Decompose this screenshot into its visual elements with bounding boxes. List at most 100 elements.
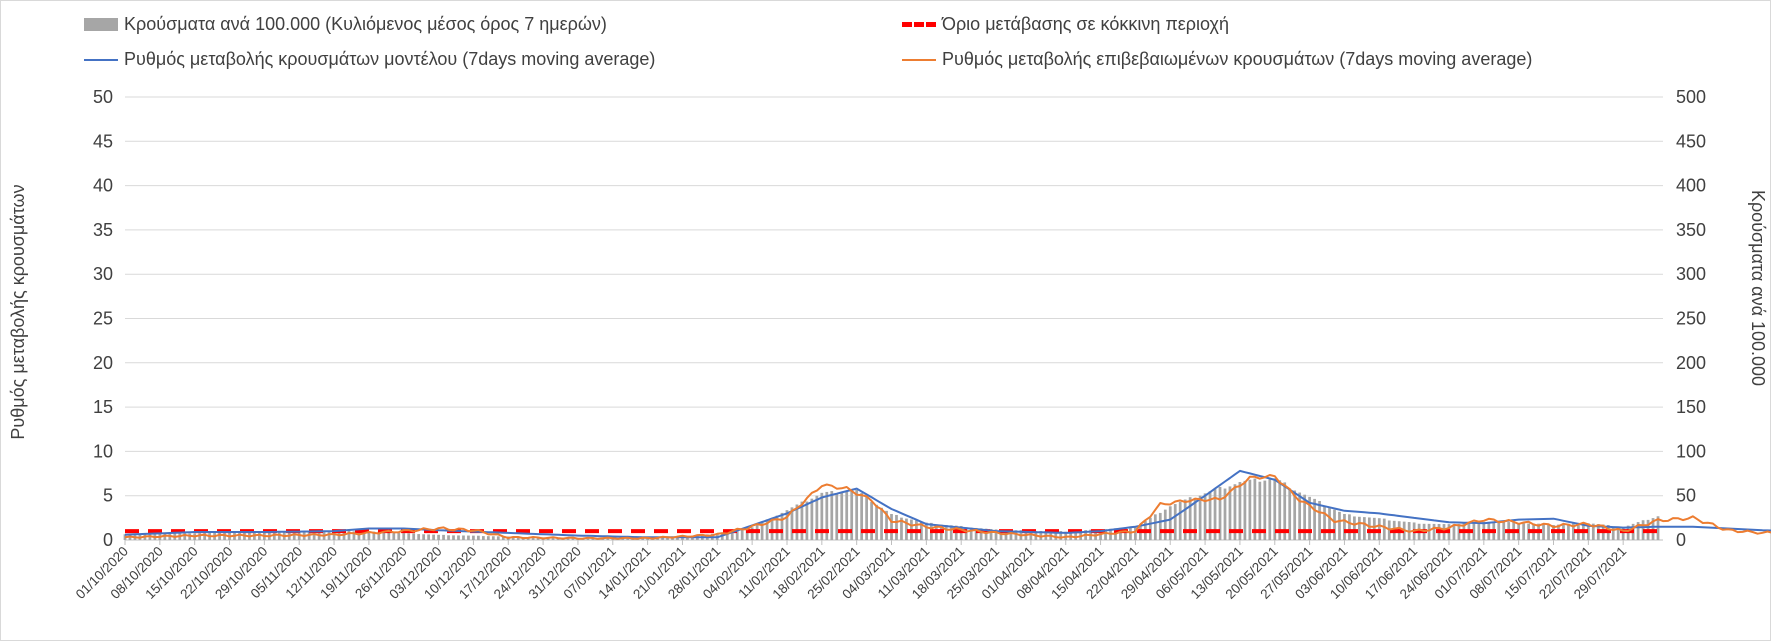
- legend-item-confirmed-rate: Ρυθμός μεταβολής επιβεβαιωμένων κρουσμάτ…: [902, 49, 1532, 70]
- bar: [1616, 526, 1620, 540]
- bar: [223, 533, 226, 540]
- bar: [1298, 492, 1302, 540]
- bar: [885, 510, 888, 540]
- bar: [735, 529, 739, 540]
- bar: [621, 538, 625, 540]
- bar: [332, 530, 336, 540]
- bar: [1382, 518, 1386, 540]
- lines-layer: [124, 469, 1771, 540]
- bar: [1621, 527, 1625, 540]
- bar: [1303, 494, 1306, 540]
- bar: [1213, 489, 1217, 540]
- bar: [1054, 531, 1058, 540]
- bar: [496, 536, 500, 540]
- bar: [347, 530, 351, 540]
- bar: [1124, 527, 1127, 540]
- model-rate-line: [124, 469, 1771, 539]
- bar: [1079, 530, 1083, 540]
- bar: [855, 489, 859, 540]
- bar: [964, 527, 968, 540]
- bar: [810, 498, 814, 540]
- bar: [536, 537, 540, 540]
- y-tick-left-label: 10: [93, 441, 113, 461]
- bar: [382, 532, 386, 540]
- bar: [1591, 523, 1595, 540]
- y-tick-right-label: 250: [1676, 309, 1706, 329]
- bar: [1243, 480, 1247, 540]
- bar: [1636, 522, 1640, 540]
- bar: [1452, 524, 1456, 540]
- bar: [1333, 509, 1336, 540]
- bar: [1547, 524, 1550, 540]
- bar: [825, 491, 829, 540]
- bar: [1477, 521, 1481, 540]
- bar: [606, 538, 610, 540]
- bar: [1193, 497, 1197, 540]
- legend-label: Όριο μετάβασης σε κόκκινη περιοχή: [942, 14, 1230, 34]
- bar: [790, 507, 794, 540]
- bar: [989, 529, 993, 540]
- bar: [452, 535, 455, 540]
- y-tick-right-label: 100: [1676, 441, 1706, 461]
- bar: [531, 537, 535, 540]
- bar: [571, 537, 575, 540]
- bar: [1308, 496, 1311, 540]
- bar: [377, 531, 381, 540]
- bar: [1328, 507, 1331, 540]
- bar: [1218, 486, 1222, 540]
- bar: [666, 536, 669, 540]
- bar: [198, 533, 202, 540]
- bar: [1148, 517, 1152, 540]
- bar: [551, 537, 555, 540]
- bar: [745, 528, 749, 540]
- y-tick-left-label: 20: [93, 353, 113, 373]
- legend-label: Κρούσματα ανά 100.000 (Κυλιόμενος μέσος …: [124, 14, 607, 34]
- bar: [725, 531, 729, 540]
- bar: [417, 534, 421, 540]
- bar: [1188, 497, 1192, 540]
- bar: [238, 532, 241, 540]
- bar: [516, 536, 520, 540]
- bar: [1198, 495, 1202, 540]
- bar: [1611, 526, 1615, 540]
- bar: [999, 530, 1003, 540]
- legend-label: Ρυθμός μεταβολής κρουσμάτων μοντέλου (7d…: [124, 49, 656, 69]
- bar: [626, 537, 630, 540]
- bar: [447, 535, 450, 540]
- bar: [920, 521, 923, 540]
- bar: [979, 528, 983, 540]
- bar: [591, 538, 595, 540]
- bar: [1183, 499, 1187, 540]
- bar: [491, 536, 495, 540]
- bar: [586, 538, 590, 540]
- bar: [840, 492, 844, 540]
- bar: [900, 517, 903, 540]
- bar: [1283, 482, 1287, 540]
- y-tick-left-label: 40: [93, 176, 113, 196]
- bar: [1268, 479, 1272, 540]
- y-tick-left-label: 50: [93, 87, 113, 107]
- bar: [1119, 527, 1122, 540]
- bar: [984, 528, 988, 540]
- bar: [1522, 523, 1526, 540]
- bar: [1497, 521, 1501, 540]
- bar: [1432, 523, 1436, 540]
- bar: [1059, 531, 1063, 540]
- bar: [163, 533, 167, 540]
- bar: [511, 536, 515, 540]
- y-tick-right-label: 200: [1676, 353, 1706, 373]
- bar: [442, 534, 445, 540]
- bar: [765, 519, 769, 540]
- bar: [815, 495, 819, 540]
- bar: [457, 535, 460, 540]
- bar: [277, 531, 281, 540]
- bar: [1208, 491, 1212, 540]
- bar: [272, 531, 276, 540]
- bar: [1203, 493, 1207, 540]
- bar: [566, 537, 570, 540]
- bar: [924, 522, 928, 540]
- bar: [1238, 482, 1242, 540]
- bar: [1074, 530, 1078, 540]
- y-tick-left-label: 15: [93, 397, 113, 417]
- confirmed-rate-line: [124, 474, 1771, 540]
